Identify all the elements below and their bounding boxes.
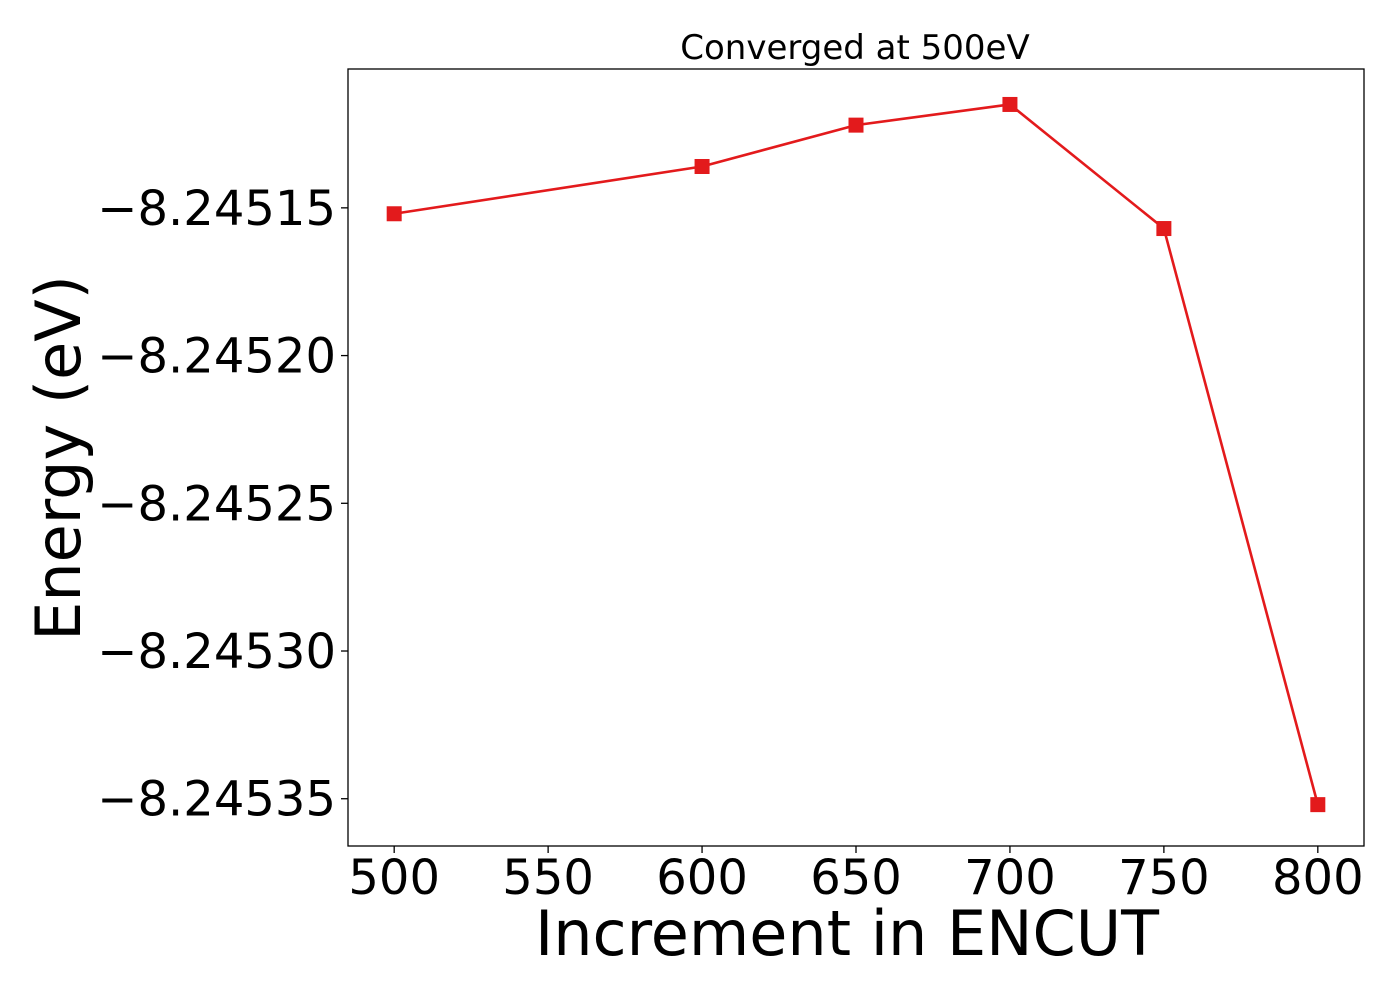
y-tick-label: −8.24530 [97,624,336,680]
data-point-marker [1310,797,1326,813]
data-point-marker [694,158,710,174]
x-tick-label: 500 [348,850,440,906]
data-point-marker [1002,96,1018,112]
series-layer [386,96,1326,813]
x-tick-label: 600 [656,850,748,906]
x-tick-label: 750 [1118,850,1210,906]
y-tick-label: −8.24535 [97,772,336,828]
data-point-marker [1156,221,1172,237]
data-point-marker [386,206,402,222]
y-axis: −8.24535 −8.24530 −8.24525 −8.24520 −8.24515 [97,181,348,828]
y-tick-label: −8.24525 [97,476,336,532]
x-axis: 500 550 600 650 700 750 800 [348,846,1364,906]
data-point-marker [848,117,864,133]
chart-title: Converged at 500eV [680,28,1029,68]
series-line [393,103,1320,805]
y-tick-label: −8.24520 [97,329,336,385]
x-tick-label: 650 [810,850,902,906]
x-tick-label: 700 [964,850,1056,906]
x-axis-label: Increment in ENCUT [535,897,1160,970]
y-axis-label: Energy (eV) [22,275,95,641]
x-tick-label: 800 [1272,850,1364,906]
plot-area [347,68,1365,847]
x-tick-label: 550 [502,850,594,906]
y-tick-label: −8.24515 [97,181,336,237]
